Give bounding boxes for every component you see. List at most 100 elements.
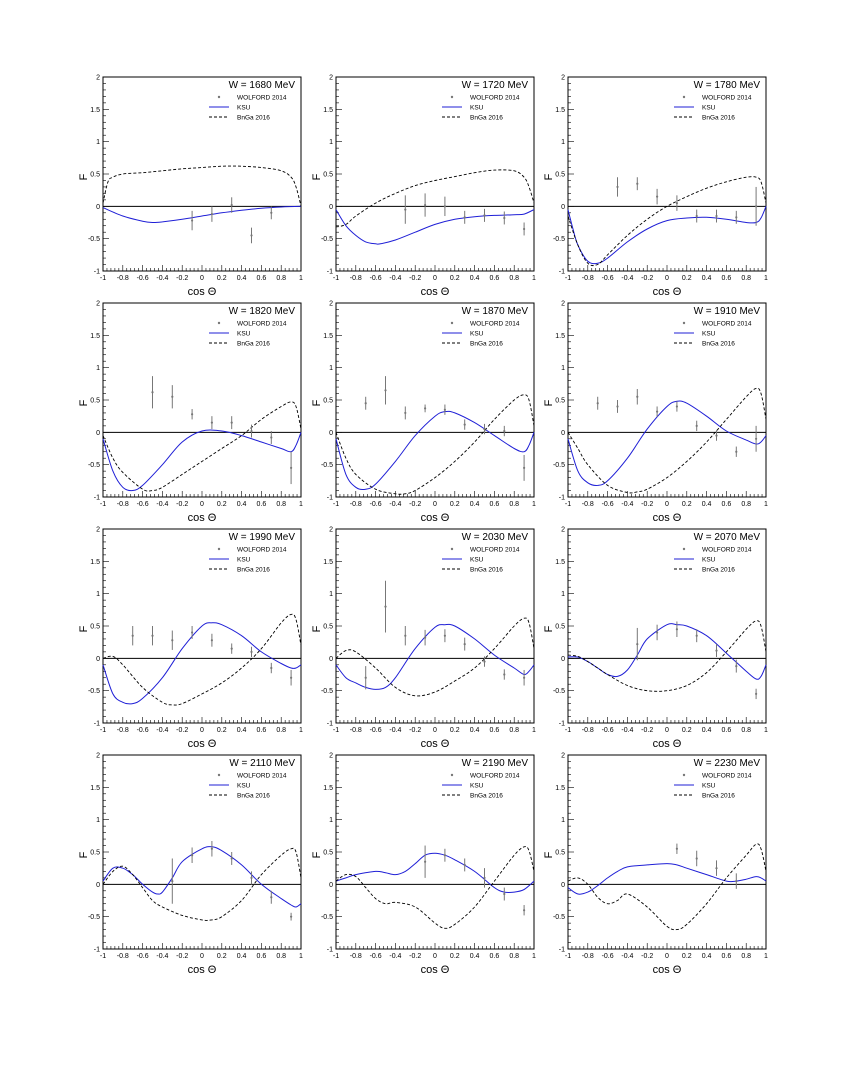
y-tick-label: 0.5 — [90, 850, 100, 857]
data-point — [463, 216, 466, 219]
x-tick-label: -0.8 — [350, 501, 362, 508]
y-tick-label: -0.5 — [88, 688, 100, 695]
data-point — [290, 676, 293, 679]
ksu-curve — [335, 209, 535, 245]
x-tick-label: 0 — [665, 501, 669, 508]
x-tick-label: 0.6 — [257, 275, 267, 282]
y-tick-label: 1.5 — [90, 785, 100, 792]
data-point — [443, 634, 446, 637]
x-tick-label: -1 — [333, 727, 339, 734]
data-point — [443, 205, 446, 208]
data-point — [616, 405, 619, 408]
y-tick-label: 1.5 — [90, 559, 100, 566]
y-tick-label: -0.5 — [88, 914, 100, 921]
y-tick-label: 2 — [561, 527, 565, 534]
panel-title: W = 2190 MeV — [462, 758, 529, 769]
x-tick-label: -1 — [565, 275, 571, 282]
data-point — [404, 208, 407, 211]
bnga-curve — [567, 843, 767, 931]
y-tick-label: -0.5 — [321, 688, 333, 695]
y-tick-label: 0.5 — [555, 398, 565, 405]
y-tick-label: 1.5 — [323, 333, 333, 340]
data-point — [171, 880, 174, 883]
panel-title: W = 1820 MeV — [229, 306, 296, 317]
y-tick-label: -1 — [94, 495, 100, 502]
ksu-curve — [567, 400, 767, 486]
y-tick-label: 1 — [561, 365, 565, 372]
x-tick-label: -0.6 — [370, 727, 382, 734]
y-tick-label: 0.5 — [555, 172, 565, 179]
y-tick-label: -1 — [94, 947, 100, 954]
chart-panel-11: -1 -0.8 -0.6 -0.4 -0.2 0 0.2 0.4 0.6 0.8 1 -1 -0.5 0 0… — [311, 753, 536, 977]
y-tick-label: -1 — [559, 495, 565, 502]
x-tick-label: -0.2 — [176, 953, 188, 960]
x-tick-label: -1 — [100, 727, 106, 734]
x-tick-label: -0.8 — [117, 275, 129, 282]
x-tick-label: 0.8 — [509, 275, 519, 282]
y-tick-label: -0.5 — [321, 462, 333, 469]
data-point — [675, 628, 679, 631]
y-tick-label: -0.5 — [321, 914, 333, 921]
legend-data-marker — [217, 95, 221, 99]
data-point — [250, 429, 253, 433]
x-tick-label: -0.4 — [389, 275, 401, 282]
panel-title: W = 1910 MeV — [694, 306, 761, 317]
legend-label-data: WOLFORD 2014 — [237, 547, 287, 554]
data-point — [404, 634, 407, 637]
x-tick-label: 1 — [764, 953, 768, 960]
x-tick-label: 0.6 — [722, 727, 732, 734]
data-point — [503, 892, 506, 896]
y-tick-label: -0.5 — [553, 914, 565, 921]
y-tick-label: -0.5 — [553, 688, 565, 695]
x-tick-label: 0.4 — [470, 275, 480, 282]
y-axis-label: F — [78, 625, 90, 632]
data-point — [290, 466, 293, 469]
ksu-curve — [335, 623, 535, 690]
x-tick-label: -0.8 — [350, 275, 362, 282]
data-point — [695, 214, 698, 218]
x-tick-label: 0.6 — [490, 275, 500, 282]
data-point — [191, 413, 194, 416]
y-tick-label: 0.5 — [555, 624, 565, 631]
y-tick-label: 2 — [561, 753, 565, 760]
x-axis-label: cos Θ — [188, 738, 217, 750]
x-tick-label: 1 — [532, 275, 536, 282]
data-point — [523, 676, 526, 679]
x-tick-label: 0.8 — [276, 501, 286, 508]
x-axis-label: cos Θ — [421, 738, 450, 750]
y-tick-label: 0 — [96, 882, 100, 889]
x-tick-label: -1 — [333, 953, 339, 960]
x-tick-label: 0.8 — [276, 275, 286, 282]
x-tick-label: -0.8 — [582, 727, 594, 734]
y-tick-label: 1.5 — [555, 333, 565, 340]
chart-panel-12: -1 -0.8 -0.6 -0.4 -0.2 0 0.2 0.4 0.6 0.8 1 -1 -0.5 0 0… — [543, 753, 768, 977]
y-tick-label: -1 — [94, 721, 100, 728]
panel-title: W = 2110 MeV — [229, 758, 295, 769]
x-tick-label: 0.6 — [490, 953, 500, 960]
data-point — [404, 411, 407, 415]
data-point — [735, 216, 738, 219]
x-axis-label: cos Θ — [653, 964, 682, 976]
legend-data-marker — [217, 773, 221, 777]
x-tick-label: -0.6 — [137, 953, 149, 960]
legend-label-bnga: BnGa 2016 — [470, 793, 503, 800]
y-axis-label: F — [311, 173, 323, 180]
x-tick-label: 0.8 — [741, 501, 751, 508]
legend-label-bnga: BnGa 2016 — [237, 793, 270, 800]
x-tick-label: 0.4 — [470, 727, 480, 734]
y-tick-label: -1 — [94, 269, 100, 276]
x-tick-label: 0.4 — [237, 953, 247, 960]
y-axis-label: F — [311, 851, 323, 858]
y-tick-label: 2 — [329, 301, 333, 308]
x-tick-label: -1 — [565, 501, 571, 508]
x-tick-label: -0.6 — [602, 727, 614, 734]
x-tick-label: 0.6 — [257, 501, 267, 508]
data-point — [483, 214, 486, 217]
x-tick-label: 1 — [764, 727, 768, 734]
data-point — [463, 643, 466, 646]
legend-data-marker — [682, 773, 686, 777]
x-tick-label: 0 — [433, 953, 437, 960]
x-tick-label: 0 — [433, 501, 437, 508]
y-tick-label: 0.5 — [90, 624, 100, 631]
x-tick-label: 0.2 — [217, 727, 227, 734]
